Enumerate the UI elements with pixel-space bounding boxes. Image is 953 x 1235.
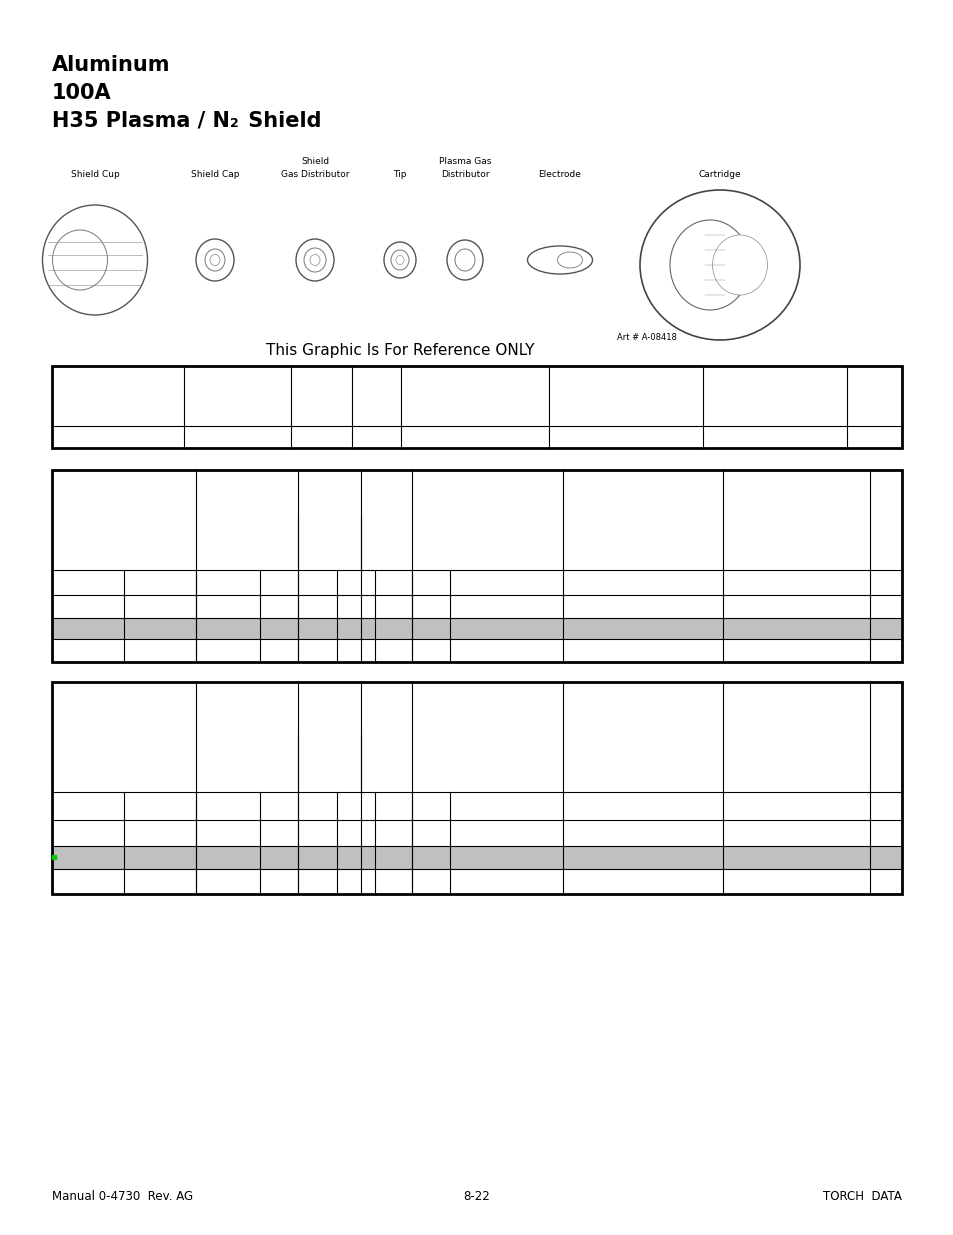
Text: Cartridge: Cartridge xyxy=(698,170,740,179)
Text: 2: 2 xyxy=(230,117,238,130)
Text: Gas Distributor: Gas Distributor xyxy=(280,170,349,179)
Ellipse shape xyxy=(669,220,749,310)
Ellipse shape xyxy=(384,242,416,278)
Text: H35 Plasma / N: H35 Plasma / N xyxy=(52,111,230,131)
Ellipse shape xyxy=(295,240,334,282)
Bar xyxy=(52,471,901,662)
Text: Plasma Gas: Plasma Gas xyxy=(438,157,491,165)
Ellipse shape xyxy=(395,256,403,264)
Ellipse shape xyxy=(205,249,225,270)
Text: 8-22: 8-22 xyxy=(463,1191,490,1203)
Bar xyxy=(52,366,901,448)
Text: This Graphic Is For Reference ONLY: This Graphic Is For Reference ONLY xyxy=(266,343,535,358)
Text: Electrode: Electrode xyxy=(538,170,580,179)
Text: TORCH  DATA: TORCH DATA xyxy=(822,1191,901,1203)
Text: Shield: Shield xyxy=(300,157,329,165)
Ellipse shape xyxy=(310,254,319,266)
Ellipse shape xyxy=(210,254,220,266)
Ellipse shape xyxy=(195,240,233,282)
Ellipse shape xyxy=(455,249,475,270)
Ellipse shape xyxy=(639,190,800,340)
Text: Tip: Tip xyxy=(393,170,406,179)
Bar xyxy=(52,846,901,868)
Bar xyxy=(52,619,901,638)
Bar xyxy=(52,682,901,894)
Ellipse shape xyxy=(52,230,108,290)
Text: Shield Cap: Shield Cap xyxy=(191,170,239,179)
Text: Art # A-08418: Art # A-08418 xyxy=(617,333,677,342)
Ellipse shape xyxy=(557,252,582,268)
Ellipse shape xyxy=(712,235,767,295)
Text: Manual 0-4730  Rev. AG: Manual 0-4730 Rev. AG xyxy=(52,1191,193,1203)
Text: 100A: 100A xyxy=(52,83,112,103)
Ellipse shape xyxy=(447,240,482,280)
Text: Distributor: Distributor xyxy=(440,170,489,179)
Ellipse shape xyxy=(43,205,148,315)
Ellipse shape xyxy=(391,249,409,270)
Text: Shield: Shield xyxy=(241,111,321,131)
Text: Aluminum: Aluminum xyxy=(52,56,171,75)
Text: Shield Cup: Shield Cup xyxy=(71,170,119,179)
Ellipse shape xyxy=(527,246,592,274)
Ellipse shape xyxy=(304,248,326,272)
